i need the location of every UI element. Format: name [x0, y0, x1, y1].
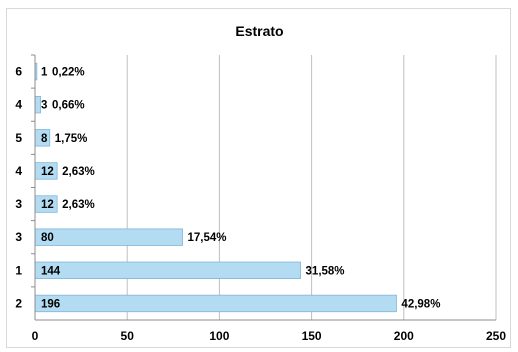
bars: 1 0,22% 3 0,66% 8 1,75% 12 2,63% 12 2,63% 80 17,54%… [34, 62, 440, 313]
bar-value-label: 80 [41, 232, 54, 244]
bar [34, 294, 397, 313]
chart-title: Estrato [235, 23, 284, 39]
x-tick-label: 200 [394, 329, 414, 343]
bar-percent-label: 17,54% [188, 232, 227, 244]
y-tick-label: 4 [15, 98, 22, 112]
chart-frame: Estrato [6, 8, 511, 348]
bar-percent-label: 0,66% [52, 100, 85, 112]
bar-percent-label: 0,22% [52, 67, 85, 79]
y-tick-label: 4 [15, 164, 22, 178]
y-tick-label: 6 [15, 65, 22, 79]
bar-value-label: 8 [41, 133, 48, 145]
bar-value-label: 12 [41, 199, 54, 211]
grid-lines [126, 55, 497, 320]
y-tick-label: 3 [15, 197, 22, 211]
x-tick-label: 50 [121, 329, 135, 343]
x-tick-label: 0 [32, 329, 39, 343]
bar-value-label: 1 [41, 67, 48, 79]
bar-percent-label: 2,63% [62, 199, 95, 211]
x-tick-label: 150 [302, 329, 322, 343]
bar-percent-label: 42,98% [401, 298, 440, 310]
y-tick-label: 2 [15, 296, 22, 310]
y-tick-label: 1 [15, 263, 22, 277]
x-tick-label: 100 [209, 329, 229, 343]
x-tick-label: 250 [486, 329, 506, 343]
bar-value-label: 144 [41, 265, 61, 277]
y-tick-label: 5 [15, 131, 22, 145]
bar-percent-label: 1,75% [55, 133, 88, 145]
bar-value-label: 196 [41, 298, 60, 310]
bar-value-label: 3 [41, 100, 47, 112]
bar-percent-label: 2,63% [62, 166, 95, 178]
bar [34, 96, 41, 114]
bar-percent-label: 31,58% [306, 265, 345, 277]
bar-value-label: 12 [41, 166, 54, 178]
bar [34, 228, 183, 246]
bar [34, 261, 301, 279]
y-tick-label: 3 [15, 230, 22, 244]
